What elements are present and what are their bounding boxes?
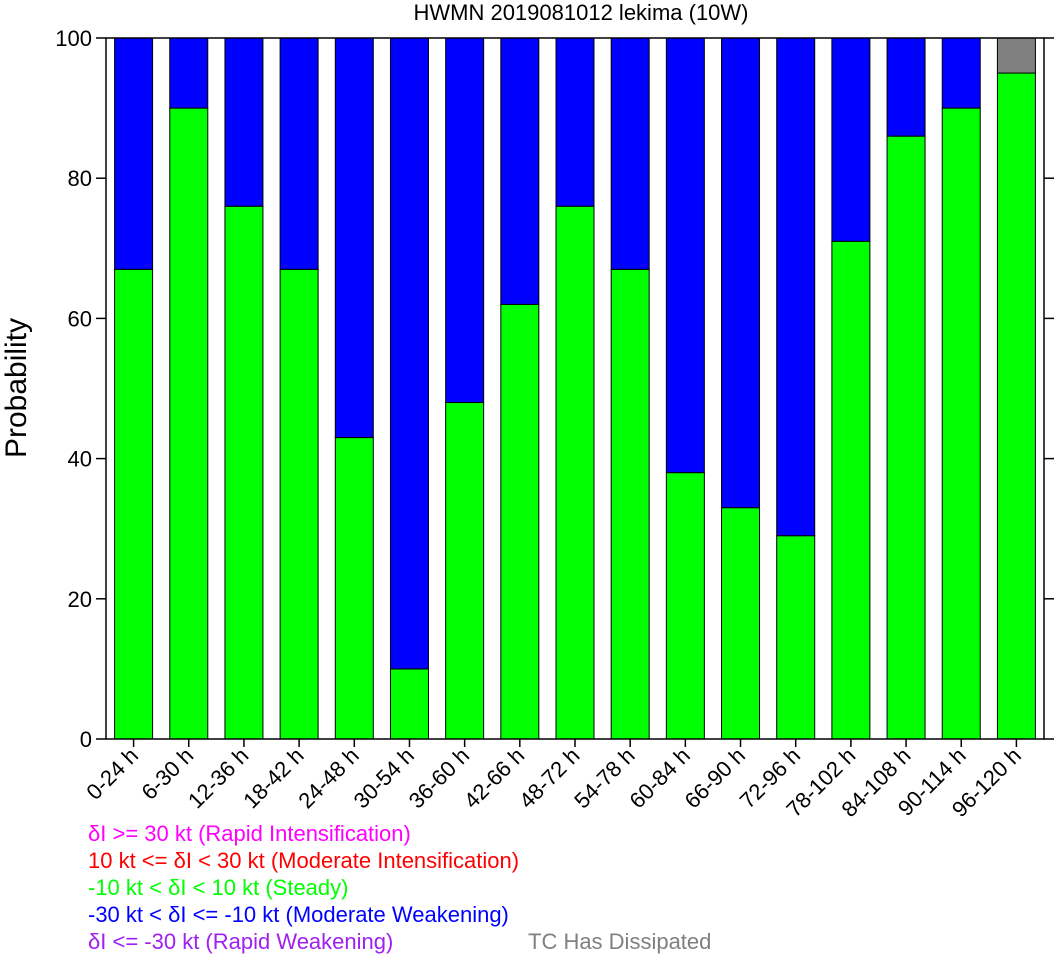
legend-moderate-intensification: 10 kt <= δI < 30 kt (Moderate Intensific… — [88, 848, 520, 873]
bar-segment-7-s1 — [500, 37, 540, 305]
bar-segment-12-s1 — [776, 37, 816, 537]
bar-segment-14-s1 — [886, 37, 926, 137]
legend-rapid-weakening: δI <= -30 kt (Rapid Weakening) — [88, 929, 394, 954]
bar-segment-1-s0 — [169, 107, 209, 740]
bar-segment-15-s1 — [941, 37, 981, 109]
y-tick-label-5: 100 — [55, 26, 92, 51]
bar-segment-1-s1 — [169, 37, 209, 109]
y-tick-label-1: 20 — [68, 587, 92, 612]
chart-title: HWMN 2019081012 lekima (10W) — [413, 0, 748, 25]
bar-segment-8-s0 — [555, 205, 595, 740]
bar-segment-14-s0 — [886, 135, 926, 740]
bar-segment-5-s0 — [389, 668, 429, 740]
x-tick-label-8: 48-72 h — [514, 743, 584, 813]
bar-segment-10-s1 — [665, 37, 705, 474]
x-tick-label-7: 42-66 h — [459, 743, 529, 813]
x-tick-label-11: 66-90 h — [680, 743, 750, 813]
y-tick-label-0: 0 — [80, 727, 92, 752]
bar-segment-16-s2 — [996, 37, 1036, 74]
x-tick-label-9: 54-78 h — [569, 743, 639, 813]
bar-segment-11-s0 — [721, 507, 761, 740]
bar-segment-8-s1 — [555, 37, 595, 207]
bar-segment-9-s1 — [610, 37, 650, 270]
bars-group — [114, 37, 1036, 740]
x-tick-label-6: 36-60 h — [404, 743, 474, 813]
bar-segment-2-s1 — [224, 37, 264, 207]
legend-steady: -10 kt < δI < 10 kt (Steady) — [88, 875, 349, 900]
bar-segment-0-s0 — [114, 268, 154, 740]
bar-segment-6-s0 — [445, 402, 485, 740]
x-tick-label-4: 24-48 h — [293, 743, 363, 813]
y-tick-label-2: 40 — [68, 447, 92, 472]
bar-segment-7-s0 — [500, 303, 540, 740]
legend-rapid-intensification: δI >= 30 kt (Rapid Intensification) — [88, 821, 411, 846]
bar-segment-9-s0 — [610, 268, 650, 740]
x-tick-label-3: 18-42 h — [238, 743, 308, 813]
x-tick-label-2: 12-36 h — [183, 743, 253, 813]
x-tick-label-10: 60-84 h — [624, 743, 694, 813]
bar-segment-10-s0 — [665, 472, 705, 740]
y-tick-label-4: 80 — [68, 166, 92, 191]
bar-segment-2-s0 — [224, 205, 264, 740]
bar-segment-13-s1 — [831, 37, 871, 242]
bar-segment-12-s0 — [776, 535, 816, 740]
bar-segment-3-s0 — [279, 268, 319, 740]
x-tick-label-0: 0-24 h — [81, 743, 143, 805]
bar-segment-3-s1 — [279, 37, 319, 270]
bar-segment-13-s0 — [831, 240, 871, 740]
bar-segment-4-s1 — [334, 37, 374, 439]
bar-segment-5-s1 — [389, 37, 429, 670]
bar-segment-0-s1 — [114, 37, 154, 270]
legend-moderate-weakening: -30 kt < δI <= -10 kt (Moderate Weakenin… — [88, 902, 509, 927]
bar-segment-6-s1 — [445, 37, 485, 404]
bar-segment-15-s0 — [941, 107, 981, 740]
legend-dissipated: TC Has Dissipated — [528, 929, 712, 954]
bar-segment-11-s1 — [721, 37, 761, 509]
bar-segment-16-s0 — [996, 72, 1036, 740]
x-tick-label-5: 30-54 h — [349, 743, 419, 813]
y-tick-label-3: 60 — [68, 306, 92, 331]
bar-segment-4-s0 — [334, 437, 374, 740]
y-axis-label: Probability — [0, 318, 33, 458]
